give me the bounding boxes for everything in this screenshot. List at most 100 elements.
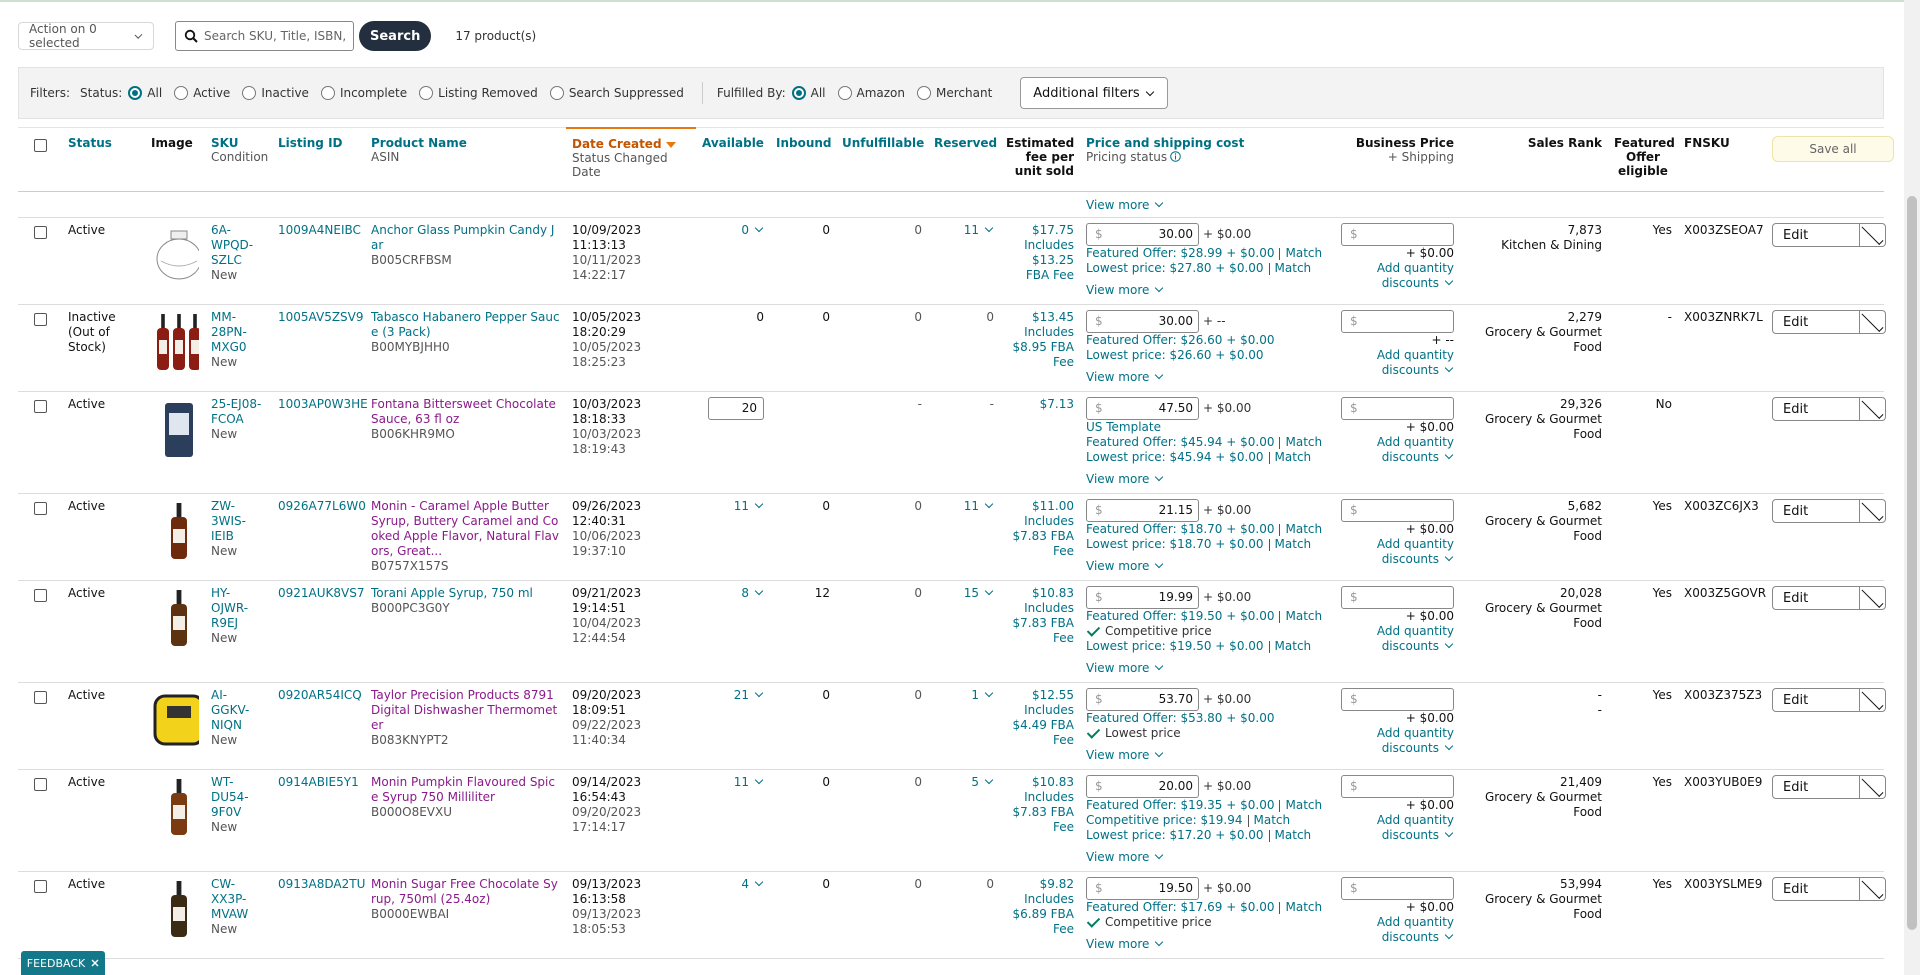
match-link[interactable]: Match bbox=[1274, 537, 1312, 551]
reserved[interactable]: 15 bbox=[964, 586, 994, 600]
edit-label[interactable]: Edit bbox=[1783, 692, 1809, 708]
sku[interactable]: 25-EJ08-FCOA bbox=[211, 397, 262, 426]
header-cell[interactable]: Unfulfillable bbox=[836, 128, 928, 191]
match-link[interactable]: Match bbox=[1285, 435, 1323, 449]
feedback-button[interactable]: FEEDBACK bbox=[21, 951, 105, 975]
available[interactable]: 11 bbox=[734, 775, 764, 789]
close-icon[interactable] bbox=[91, 959, 99, 967]
row-checkbox[interactable] bbox=[34, 313, 47, 326]
radio[interactable] bbox=[320, 86, 335, 100]
scroll-thumb[interactable] bbox=[1907, 196, 1917, 930]
business-price-input[interactable]: $ bbox=[1341, 397, 1454, 420]
sku[interactable]: ZW-3WIS-IEIB bbox=[211, 499, 246, 543]
quantity-discounts[interactable]: Add quantity discounts bbox=[1336, 726, 1454, 756]
select-all[interactable] bbox=[34, 139, 47, 152]
product-image[interactable] bbox=[151, 688, 199, 750]
edit-label[interactable]: Edit bbox=[1783, 779, 1809, 795]
price-input[interactable]: $30.00 bbox=[1086, 223, 1199, 246]
sku[interactable]: WT-DU54-9F0V bbox=[211, 775, 249, 819]
radio[interactable] bbox=[549, 86, 564, 100]
radio[interactable] bbox=[791, 86, 806, 100]
edit-menu[interactable] bbox=[1859, 689, 1885, 711]
listing-id[interactable]: 0913A8DA2TU bbox=[278, 877, 366, 891]
edit-menu[interactable] bbox=[1859, 878, 1885, 900]
listing-id[interactable]: 0914ABIE5Y1 bbox=[278, 775, 359, 789]
edit-button[interactable]: Edit bbox=[1772, 223, 1886, 247]
edit-button[interactable]: Edit bbox=[1772, 688, 1886, 712]
product-image[interactable] bbox=[151, 397, 199, 459]
available[interactable]: 8 bbox=[741, 586, 764, 600]
fulfilled-option[interactable]: All bbox=[786, 86, 826, 100]
scrollbar[interactable] bbox=[1904, 0, 1920, 975]
quantity-discounts[interactable]: Add quantity discounts bbox=[1336, 348, 1454, 378]
match-link[interactable]: Match bbox=[1285, 246, 1323, 260]
status-option[interactable]: Active bbox=[168, 86, 230, 100]
sku[interactable]: 6A-WPQD-SZLC bbox=[211, 223, 254, 267]
product-name[interactable]: Tabasco Habanero Pepper Sauce (3 Pack) bbox=[371, 310, 560, 339]
product-image[interactable] bbox=[151, 499, 199, 561]
row-checkbox[interactable] bbox=[34, 226, 47, 239]
edit-menu[interactable] bbox=[1859, 776, 1885, 798]
radio[interactable] bbox=[128, 86, 143, 100]
fee[interactable]: $17.75 bbox=[1032, 223, 1074, 237]
view-more[interactable]: View more bbox=[1086, 930, 1324, 952]
row-checkbox[interactable] bbox=[34, 691, 47, 704]
radio[interactable] bbox=[174, 86, 189, 100]
fee[interactable]: $10.83 bbox=[1032, 775, 1074, 789]
quantity-discounts[interactable]: Add quantity discounts bbox=[1336, 624, 1454, 654]
price-input[interactable]: $19.50 bbox=[1086, 877, 1199, 900]
product-name[interactable]: Anchor Glass Pumpkin Candy Jar bbox=[371, 223, 555, 252]
reserved[interactable]: 11 bbox=[964, 223, 994, 237]
available[interactable]: 11 bbox=[734, 499, 764, 513]
quantity-discounts[interactable]: Add quantity discounts bbox=[1336, 435, 1454, 465]
product-image[interactable] bbox=[151, 877, 199, 939]
edit-button[interactable]: Edit bbox=[1772, 586, 1886, 610]
sku[interactable]: HY-OJWR-R9EJ bbox=[211, 586, 249, 630]
edit-label[interactable]: Edit bbox=[1783, 503, 1809, 519]
product-image[interactable] bbox=[151, 586, 199, 648]
available[interactable]: 0 bbox=[741, 223, 764, 237]
edit-button[interactable]: Edit bbox=[1772, 877, 1886, 901]
business-price-input[interactable]: $ bbox=[1341, 775, 1454, 798]
edit-menu[interactable] bbox=[1859, 398, 1885, 420]
quantity-discounts[interactable]: Add quantity discounts bbox=[1336, 537, 1454, 567]
edit-menu[interactable] bbox=[1859, 311, 1885, 333]
match-link[interactable]: Match bbox=[1274, 828, 1312, 842]
sku[interactable]: AI-GGKV-NIQN bbox=[211, 688, 250, 732]
product-name[interactable]: Monin - Caramel Apple Butter Syrup, Butt… bbox=[371, 499, 560, 558]
additional-filters[interactable]: Additional filters bbox=[1020, 77, 1168, 109]
header-cell[interactable]: Listing ID bbox=[272, 128, 365, 191]
view-more[interactable]: View more bbox=[1086, 741, 1324, 763]
business-price-input[interactable]: $ bbox=[1341, 586, 1454, 609]
listing-id[interactable]: 1003AP0W3HE bbox=[278, 397, 368, 411]
edit-button[interactable]: Edit bbox=[1772, 499, 1886, 523]
price-input[interactable]: $30.00 bbox=[1086, 310, 1199, 333]
match-link[interactable]: Match bbox=[1274, 639, 1312, 653]
business-price-input[interactable]: $ bbox=[1341, 223, 1454, 246]
row-checkbox[interactable] bbox=[34, 502, 47, 515]
search-button[interactable]: Search bbox=[359, 21, 432, 51]
view-more[interactable]: View more bbox=[1086, 654, 1324, 676]
listing-id[interactable]: 0926A77L6W0 bbox=[278, 499, 366, 513]
match-link[interactable]: Match bbox=[1285, 522, 1323, 536]
fee[interactable]: $11.00 bbox=[1032, 499, 1074, 513]
view-more[interactable]: View more bbox=[1086, 276, 1324, 298]
radio[interactable] bbox=[242, 86, 257, 100]
edit-menu[interactable] bbox=[1859, 224, 1885, 246]
view-more[interactable]: View more bbox=[1080, 198, 1330, 213]
quantity-discounts[interactable]: Add quantity discounts bbox=[1336, 261, 1454, 291]
search-input[interactable]: Search SKU, Title, ISBN, bbox=[175, 21, 354, 51]
product-name[interactable]: Monin Pumpkin Flavoured Spice Syrup 750 … bbox=[371, 775, 555, 804]
business-price-input[interactable]: $ bbox=[1341, 877, 1454, 900]
edit-button[interactable]: Edit bbox=[1772, 310, 1886, 334]
edit-button[interactable]: Edit bbox=[1772, 397, 1886, 421]
reserved[interactable]: 5 bbox=[971, 775, 994, 789]
fulfilled-option[interactable]: Amazon bbox=[832, 86, 905, 100]
price-input[interactable]: $53.70 bbox=[1086, 688, 1199, 711]
listing-id[interactable]: 1009A4NEIBC bbox=[278, 223, 361, 237]
price-input[interactable]: $20.00 bbox=[1086, 775, 1199, 798]
fee[interactable]: $9.82 bbox=[1039, 877, 1074, 891]
edit-menu[interactable] bbox=[1859, 587, 1885, 609]
fee[interactable]: $10.83 bbox=[1032, 586, 1074, 600]
row-checkbox[interactable] bbox=[34, 400, 47, 413]
